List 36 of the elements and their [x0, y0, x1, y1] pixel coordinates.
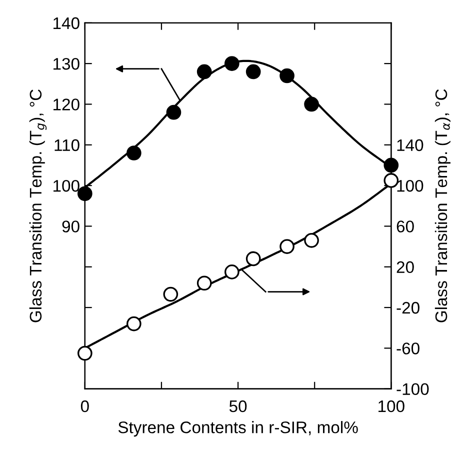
x-tick-label: 50 — [229, 400, 247, 412]
y2-tick-label: 100 — [397, 180, 424, 192]
point — [246, 251, 261, 266]
point — [224, 56, 240, 71]
y2-tick-label: 60 — [396, 220, 414, 232]
x-tick-label: 0 — [80, 400, 89, 412]
point — [246, 64, 261, 80]
point — [77, 346, 92, 361]
point — [163, 286, 178, 302]
point — [304, 96, 319, 112]
point — [196, 64, 212, 80]
y-tick-label: 140 — [54, 17, 80, 30]
y2-tick-label: -60 — [396, 342, 420, 354]
y2-tick-label: -20 — [396, 302, 420, 314]
point — [304, 233, 319, 248]
point — [126, 316, 142, 332]
point — [126, 146, 142, 160]
y2-tick-label: -100 — [396, 383, 429, 396]
y2-axis-title: Glass Transition Temp. (T$_{α}$), °C — [434, 89, 450, 322]
y-tick-label: 110 — [54, 139, 80, 152]
y-tick-label: 120 — [54, 98, 80, 110]
y2-tick-label: 140 — [397, 139, 424, 152]
point — [224, 264, 240, 280]
x-axis-title: Styrene Contents in r-SIR, mol% — [118, 421, 358, 437]
y-axis-title: Glass Transition Temp. (T$_{g}$), °C — [29, 90, 47, 322]
point — [384, 158, 399, 173]
point — [384, 173, 399, 188]
y2-tick-label: 20 — [396, 261, 414, 274]
point — [196, 276, 212, 291]
point — [166, 104, 182, 120]
y-tick-label: 130 — [54, 58, 80, 70]
y-tick-label: 100 — [54, 180, 80, 192]
point — [280, 239, 294, 254]
point — [280, 68, 294, 84]
y-tick-label: 90 — [62, 220, 80, 232]
x-tick-label: 100 — [378, 400, 404, 412]
